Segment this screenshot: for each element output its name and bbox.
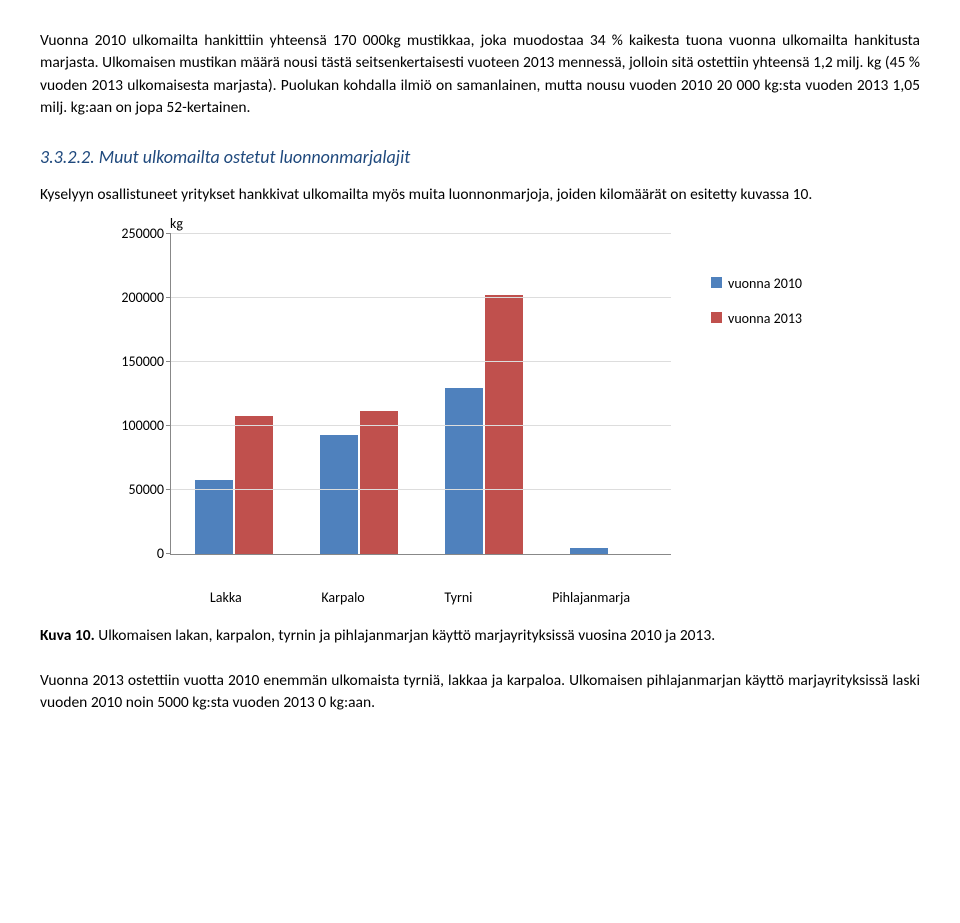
y-tick-label: 150000: [121, 352, 164, 372]
x-tick-label: Lakka: [210, 588, 242, 608]
y-tick-label: 0: [157, 544, 164, 564]
paragraph-intro: Vuonna 2010 ulkomailta hankittiin yhteen…: [40, 30, 920, 120]
chart-container: kg 050000100000150000200000250000 vuonna…: [100, 224, 860, 608]
y-tick: [166, 553, 171, 554]
bar: [570, 548, 608, 554]
bar-group: [570, 234, 648, 554]
bar-chart: kg 050000100000150000200000250000: [100, 224, 671, 584]
y-tick-label: 50000: [129, 480, 164, 500]
y-axis-title: kg: [170, 214, 183, 234]
legend-label: vuonna 2010: [728, 274, 802, 294]
y-tick: [166, 297, 171, 298]
grid-line: [171, 489, 671, 490]
section-heading: 3.3.2.2. Muut ulkomailta ostetut luonnon…: [40, 144, 920, 170]
bar: [445, 388, 483, 554]
bar: [235, 416, 273, 554]
y-tick: [166, 425, 171, 426]
y-tick: [166, 361, 171, 362]
x-tick-label: Pihlajanmarja: [552, 588, 630, 608]
grid-line: [171, 233, 671, 234]
x-tick-label: Karpalo: [321, 588, 364, 608]
y-tick: [166, 233, 171, 234]
grid-line: [171, 425, 671, 426]
bar: [195, 480, 233, 554]
caption-number: Kuva 10.: [40, 626, 95, 645]
figure-caption: Kuva 10. Ulkomaisen lakan, karpalon, tyr…: [40, 625, 920, 647]
legend-swatch: [711, 277, 722, 288]
grid-line: [171, 297, 671, 298]
y-tick-label: 250000: [121, 224, 164, 244]
y-tick-label: 200000: [121, 288, 164, 308]
plot-area: [170, 234, 671, 555]
legend-item: vuonna 2010: [711, 274, 811, 294]
legend-label: vuonna 2013: [728, 309, 802, 329]
caption-text: Ulkomaisen lakan, karpalon, tyrnin ja pi…: [95, 626, 715, 645]
y-axis: 050000100000150000200000250000: [100, 234, 170, 554]
bar: [360, 411, 398, 554]
y-tick: [166, 489, 171, 490]
x-axis-labels: Lakka Karpalo Tyrni Pihlajanmarja: [170, 588, 670, 608]
bar-group: [445, 234, 523, 554]
paragraph-lead: Kyselyyn osallistuneet yritykset hankkiv…: [40, 184, 920, 206]
bar-group: [195, 234, 273, 554]
x-tick-label: Tyrni: [444, 588, 472, 608]
bar: [320, 435, 358, 554]
bar-group: [320, 234, 398, 554]
legend: vuonna 2010 vuonna 2013: [711, 274, 811, 584]
paragraph-closing: Vuonna 2013 ostettiin vuotta 2010 enemmä…: [40, 670, 920, 715]
grid-line: [171, 361, 671, 362]
y-tick-label: 100000: [121, 416, 164, 436]
legend-swatch: [711, 312, 722, 323]
legend-item: vuonna 2013: [711, 309, 811, 329]
